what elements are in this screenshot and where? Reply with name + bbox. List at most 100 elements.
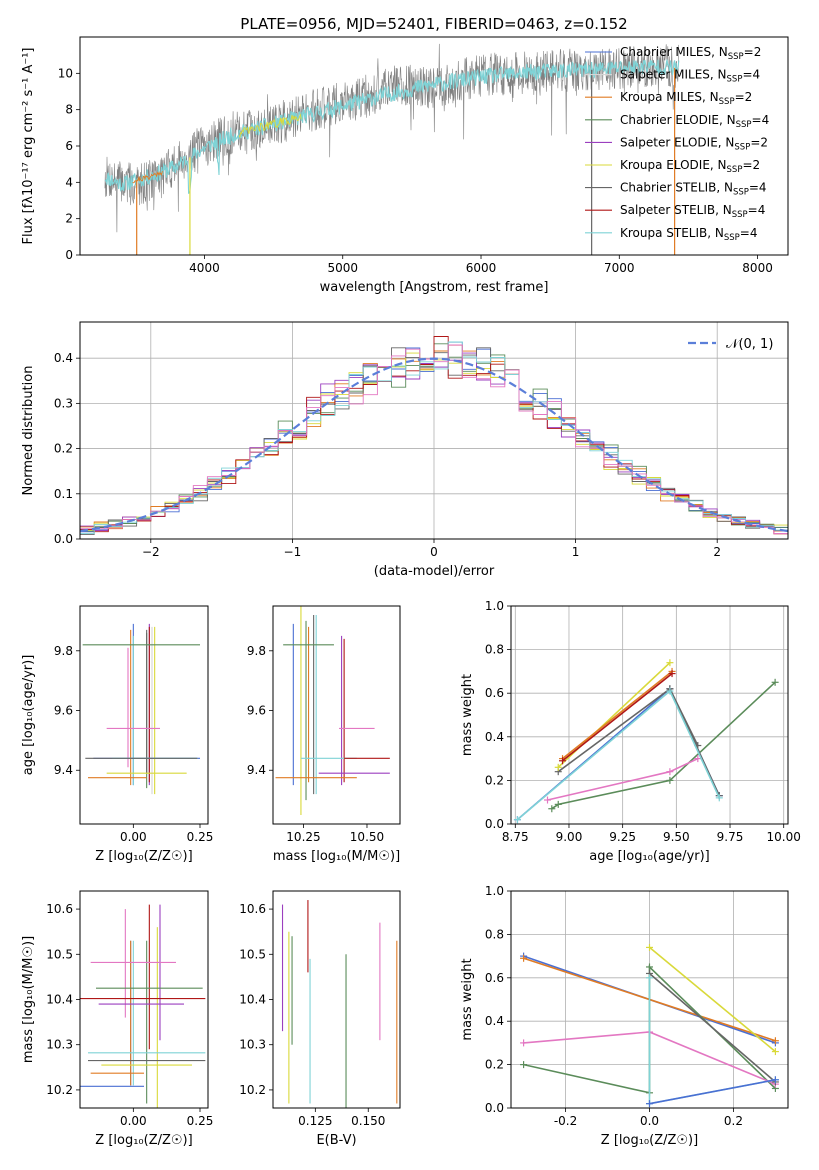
axes-frame (79, 36, 789, 256)
x-tick-label: 0.150 (351, 1114, 385, 1128)
histogram-kroupa-stelib (80, 341, 788, 535)
y-axis-label: mass weight (460, 674, 475, 756)
y-tick-label: 0.4 (54, 351, 73, 365)
mass-weight-marker (544, 796, 552, 804)
y-tick-label: 9.4 (54, 763, 73, 777)
x-tick-label: 1 (572, 545, 580, 559)
legend-tail: =4 (748, 203, 766, 217)
x-axis-label: Z [log₁₀(Z/Z☉)] (95, 849, 192, 864)
x-tick-label: 10.50 (350, 830, 384, 844)
y-tick-label: 0.0 (485, 817, 504, 831)
mass-weight-marker (694, 755, 702, 763)
y-tick-label: 0.2 (485, 1058, 504, 1072)
legend-label: Chabrier ELODIE, NSSP=4 (620, 113, 769, 130)
y-tick-label: 0.6 (485, 686, 504, 700)
x-tick-label: 10.00 (767, 830, 801, 844)
legend-label: Chabrier STELIB, NSSP=4 (620, 181, 767, 198)
z-vs-mass-axes: 0.00 0.25 10.2 10.3 10.4 10.5 10.6 Z [log₁₀(Z/Z… (21, 902, 213, 1148)
mass-weight-marker (715, 794, 723, 802)
mass-weight-series (562, 672, 673, 762)
y-axis-label: Flux [fλ10⁻¹⁷ erg cm⁻² s⁻¹ A⁻¹] (21, 48, 36, 245)
legend-label: Salpeter ELODIE, NSSP=2 (620, 135, 768, 152)
legend-subscript: SSP (727, 75, 743, 85)
y-tick-label: 10.6 (239, 902, 266, 916)
legend-label: Salpeter MILES, NSSP=4 (620, 68, 760, 85)
legend-tail: =2 (742, 158, 760, 172)
y-tick-label: 0.6 (485, 971, 504, 985)
y-axis-label: age [log₁₀(age/yr)] (21, 655, 36, 776)
mass-weight-marker (666, 687, 674, 695)
y-tick-label: 0.4 (485, 1014, 504, 1028)
mass-weight-marker (513, 816, 521, 824)
y-tick-label: 0.3 (54, 396, 73, 410)
x-tick-label: 9.50 (663, 830, 690, 844)
spectrum-model-fragment (238, 113, 302, 138)
legend-tail: =2 (735, 90, 753, 104)
mass-weight-series (649, 1079, 776, 1105)
mass-weight-series (551, 681, 776, 810)
y-tick-label: 0.1 (54, 487, 73, 501)
x-axis-label: (data-model)/error (374, 564, 495, 579)
legend-tail: =4 (749, 181, 767, 195)
legend-label: Chabrier MILES, NSSP=2 (620, 45, 761, 62)
mass-weight-marker (666, 768, 674, 776)
y-tick-label: 0.2 (54, 442, 73, 456)
axes-frame (79, 605, 209, 825)
y-tick-label: 10.4 (46, 993, 73, 1007)
x-tick-label: 0.125 (298, 1114, 332, 1128)
axes-frame (79, 321, 789, 540)
mass-weight-marker (554, 763, 562, 771)
mass-weight-marker (771, 1048, 779, 1056)
x-tick-label: 0.0 (640, 1114, 659, 1128)
axes-frame (79, 890, 209, 1109)
gaussian-curve (80, 357, 788, 533)
legend-tail: =4 (740, 226, 758, 240)
x-tick-label: 9.25 (609, 830, 636, 844)
y-tick-label: 0.8 (485, 927, 504, 941)
legend-subscript: SSP (734, 142, 750, 152)
mass-weight-marker (646, 1100, 653, 1108)
mass-weight-marker (554, 800, 562, 808)
legend-label: Salpeter STELIB, NSSP=4 (620, 203, 765, 220)
x-tick-label: 4000 (189, 261, 220, 275)
mass-weight-marker (520, 1039, 528, 1047)
axes-frame (510, 605, 789, 825)
x-tick-label: 9.00 (556, 830, 583, 844)
mass-weight-marker (771, 678, 779, 686)
legend-label: 𝒩(0, 1) (726, 337, 773, 352)
legend-subscript: SSP (728, 52, 744, 62)
x-tick-label: 5000 (327, 261, 358, 275)
normed-distribution-axes: −2 −1 0 1 2 0.0 0.1 0.2 0.3 0.4 (data-model)/error… (21, 322, 788, 579)
y-axis-label: mass [log₁₀(M/M☉)] (21, 936, 36, 1063)
y-tick-label: 4 (65, 175, 73, 189)
x-axis-label: Z [log₁₀(Z/Z☉)] (601, 1133, 698, 1148)
y-tick-label: 1.0 (485, 884, 504, 898)
mass-weight-series (669, 688, 699, 746)
legend-subscript: SSP (733, 188, 749, 198)
y-tick-label: 2 (65, 212, 73, 226)
mass-weight-series (648, 977, 776, 1105)
legend-label: Kroupa ELODIE, NSSP=2 (620, 158, 760, 175)
legend-subscript: SSP (736, 120, 752, 130)
x-tick-label: 2 (713, 545, 721, 559)
spectrum-model-line (104, 59, 680, 194)
y-tick-label: 10.5 (46, 947, 73, 961)
x-tick-label: 0.00 (120, 830, 147, 844)
x-axis-label: age [log₁₀(age/yr)] (589, 849, 710, 864)
y-tick-label: 0 (65, 248, 73, 262)
mass-vs-age-axes: 10.25 10.50 9.4 9.6 9.8 mass [log₁₀(M/M☉)] (247, 644, 400, 864)
mass-weight-marker (668, 670, 676, 678)
x-tick-label: 8.75 (502, 830, 529, 844)
axes-frame (272, 605, 401, 825)
y-tick-label: 0.0 (54, 532, 73, 546)
legend-tail: =4 (742, 68, 760, 82)
y-tick-label: 0.4 (485, 730, 504, 744)
y-axis-label: mass weight (460, 958, 475, 1040)
x-tick-label: 7000 (604, 261, 635, 275)
y-tick-label: 10.4 (239, 993, 266, 1007)
y-tick-label: 9.6 (54, 704, 73, 718)
y-tick-label: 10 (58, 66, 73, 80)
mass-weight-marker (520, 1061, 528, 1069)
legend-subscript: SSP (719, 97, 735, 107)
x-tick-label: 10.25 (286, 830, 320, 844)
